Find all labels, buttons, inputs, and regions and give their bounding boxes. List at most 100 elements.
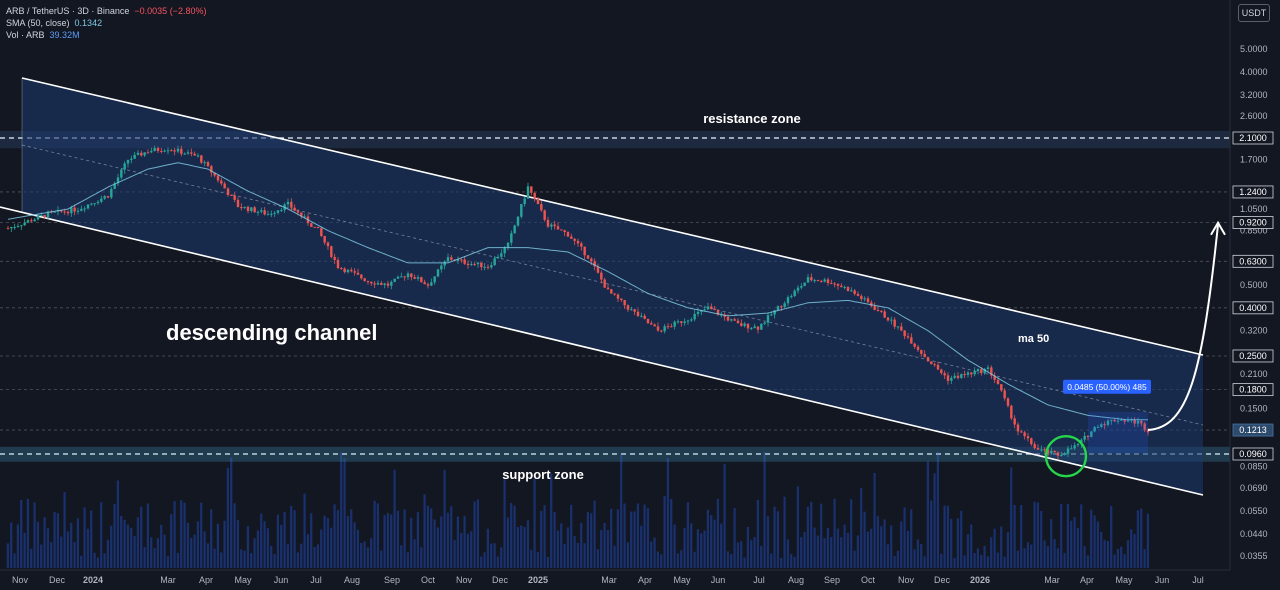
- x-tick-label: 2026: [970, 575, 990, 585]
- volume-bar: [116, 480, 119, 568]
- candle-body: [960, 374, 963, 379]
- volume-bar: [783, 496, 786, 568]
- candle-body: [456, 259, 460, 261]
- candle-body: [1096, 426, 1100, 428]
- candle-body: [1013, 418, 1016, 425]
- x-tick-label: Nov: [898, 575, 915, 585]
- candle-body: [246, 206, 250, 212]
- volume-bar: [410, 517, 413, 568]
- volume-bar: [610, 508, 613, 568]
- candle-body: [366, 281, 370, 283]
- volume-bar: [913, 549, 916, 568]
- candle-body: [1040, 449, 1043, 451]
- price-axis[interactable]: 5.0000 4.0000 3.2000 2.6000 1.7000 1.0500 0.85…: [1229, 0, 1280, 590]
- candle-body: [446, 257, 450, 262]
- volume-bar: [766, 516, 769, 568]
- candle-body: [470, 263, 473, 266]
- volume-bar: [946, 505, 949, 568]
- volume-bar: [480, 556, 483, 568]
- volume-bar: [56, 513, 59, 568]
- candle-body: [430, 282, 433, 286]
- candle-body: [1070, 448, 1073, 450]
- volume-bar: [606, 530, 609, 568]
- volume-bar: [866, 531, 869, 568]
- volume-bar: [933, 473, 936, 568]
- volume-bar: [440, 516, 443, 568]
- volume-bar: [823, 538, 826, 568]
- x-tick-label: Oct: [421, 575, 436, 585]
- volume-bar: [303, 493, 306, 568]
- volume-bar: [396, 510, 399, 568]
- candle-body: [603, 279, 606, 288]
- candle-body: [76, 210, 80, 212]
- candle-body: [180, 148, 183, 154]
- volume-bar: [220, 552, 223, 568]
- candle-body: [610, 289, 613, 294]
- candle-body: [240, 207, 243, 209]
- volume-bar: [886, 544, 889, 568]
- volume-bar: [650, 541, 653, 568]
- volume-bar: [246, 526, 249, 568]
- time-axis[interactable]: Nov Dec 2024 Mar Apr May Jun Jul Aug Sep Oct Nov Dec…: [0, 569, 1230, 585]
- candle-body: [716, 310, 720, 315]
- volume-bar: [326, 518, 329, 568]
- volume-bar: [140, 506, 143, 568]
- candle-body: [510, 233, 513, 243]
- candle-body: [756, 326, 760, 330]
- price-tag-box: [1232, 349, 1274, 363]
- candle-body: [943, 373, 946, 376]
- y-tick-label: 0.5000: [1240, 280, 1268, 290]
- volume-bar: [16, 524, 19, 568]
- candle-body: [230, 194, 233, 196]
- candle-body: [420, 277, 423, 283]
- volume-bar: [460, 532, 463, 568]
- candle-body: [1123, 419, 1126, 422]
- candle-body: [350, 269, 353, 272]
- candle-body: [386, 283, 390, 286]
- volume-bar: [423, 494, 426, 568]
- candle-body: [200, 155, 203, 163]
- volume-bar: [720, 523, 723, 568]
- candle-body: [580, 243, 583, 247]
- volume-bar: [263, 521, 266, 568]
- volume-bar: [276, 514, 279, 568]
- candle-body: [990, 367, 993, 376]
- volume-bar: [883, 519, 886, 568]
- volume-bar: [533, 478, 536, 568]
- x-tick-label: 2025: [528, 575, 548, 585]
- volume-bar: [710, 515, 713, 568]
- candle-body: [26, 220, 30, 223]
- volume-bar: [986, 556, 989, 568]
- candle-body: [643, 315, 646, 319]
- volume-bar: [900, 521, 903, 568]
- candle-body: [1006, 398, 1010, 406]
- x-tick-label: Dec: [934, 575, 951, 585]
- candle-body: [250, 207, 253, 212]
- volume-bar: [836, 528, 839, 568]
- volume-bar: [486, 528, 489, 568]
- volume-bar: [290, 505, 293, 568]
- volume-bar: [776, 511, 779, 568]
- candle-body: [393, 278, 396, 282]
- candle-body: [296, 210, 300, 213]
- volume-bar: [846, 532, 849, 568]
- candle-body: [926, 357, 930, 362]
- candle-body: [660, 330, 663, 332]
- volume-bars: [6, 451, 1149, 568]
- volume-bar: [703, 530, 706, 568]
- x-tick-label: Jul: [753, 575, 765, 585]
- candle-body: [410, 273, 413, 278]
- candle-body: [980, 369, 983, 374]
- currency-button[interactable]: USDT: [1238, 4, 1270, 22]
- candle-body: [333, 256, 336, 260]
- volume-bar: [773, 506, 776, 568]
- volume-bar: [626, 542, 629, 568]
- candle-body: [813, 280, 816, 282]
- candle-body: [486, 266, 490, 268]
- volume-bar: [436, 527, 439, 568]
- candle-body: [653, 324, 656, 327]
- candle-body: [340, 267, 343, 269]
- volume-bar: [420, 547, 423, 568]
- candle-body: [186, 152, 190, 154]
